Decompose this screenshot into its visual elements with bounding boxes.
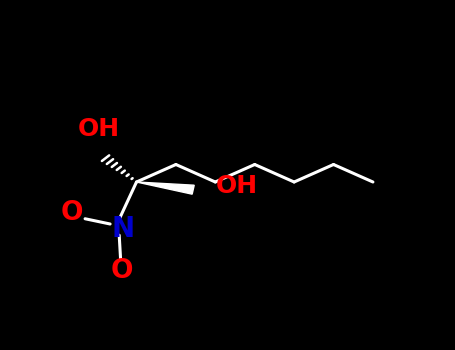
Text: OH: OH <box>78 117 120 141</box>
Text: N: N <box>111 215 134 243</box>
Polygon shape <box>136 182 194 194</box>
Text: O: O <box>60 201 83 226</box>
Text: OH: OH <box>216 174 258 198</box>
Text: O: O <box>111 258 133 284</box>
